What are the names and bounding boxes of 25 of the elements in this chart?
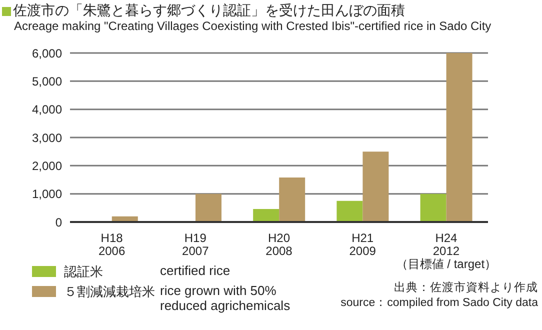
bar [362, 152, 389, 222]
x-tick-label: H20 2008 [266, 231, 293, 258]
text: 認証米 certified rice [64, 263, 230, 279]
y-tick-label: 0 [55, 215, 62, 230]
y-tick-label: 1,000 [32, 187, 62, 202]
bar [195, 194, 222, 222]
chart-subtitle: Acreage making "Creating Villages Coexisting with Crested Ibis"-certified rice in Sado City [14, 19, 492, 33]
x-tick-label: H24 2012 （目標値 / target） [396, 231, 497, 271]
y-tick-label: 6,000 [32, 46, 62, 60]
x-tick-label: H19 2007 [182, 231, 210, 258]
x-tick-label: H21 2009 [349, 231, 376, 258]
bar [420, 194, 446, 222]
y-tick-label: 2,000 [32, 158, 62, 173]
chart-title: 佐渡市の「朱鷺と暮らす郷づくり認証」を受けた田んぼの面積 [13, 2, 405, 20]
source-note: 出典：佐渡市資料より作成 [393, 281, 538, 296]
legend-label: ５割減減栽培米 rice grown with 50% reduced agrichemicals [64, 283, 292, 313]
y-tick-label: 4,000 [32, 102, 62, 117]
y-tick-label: 5,000 [32, 74, 62, 88]
bar [279, 177, 306, 222]
y-tick-label: 3,000 [32, 130, 62, 145]
bar [253, 209, 280, 222]
source-note: source：compiled from Sado City data [340, 296, 538, 311]
bar [446, 53, 472, 222]
bar [336, 200, 363, 222]
x-tick-label: H18 2006 [98, 231, 126, 258]
